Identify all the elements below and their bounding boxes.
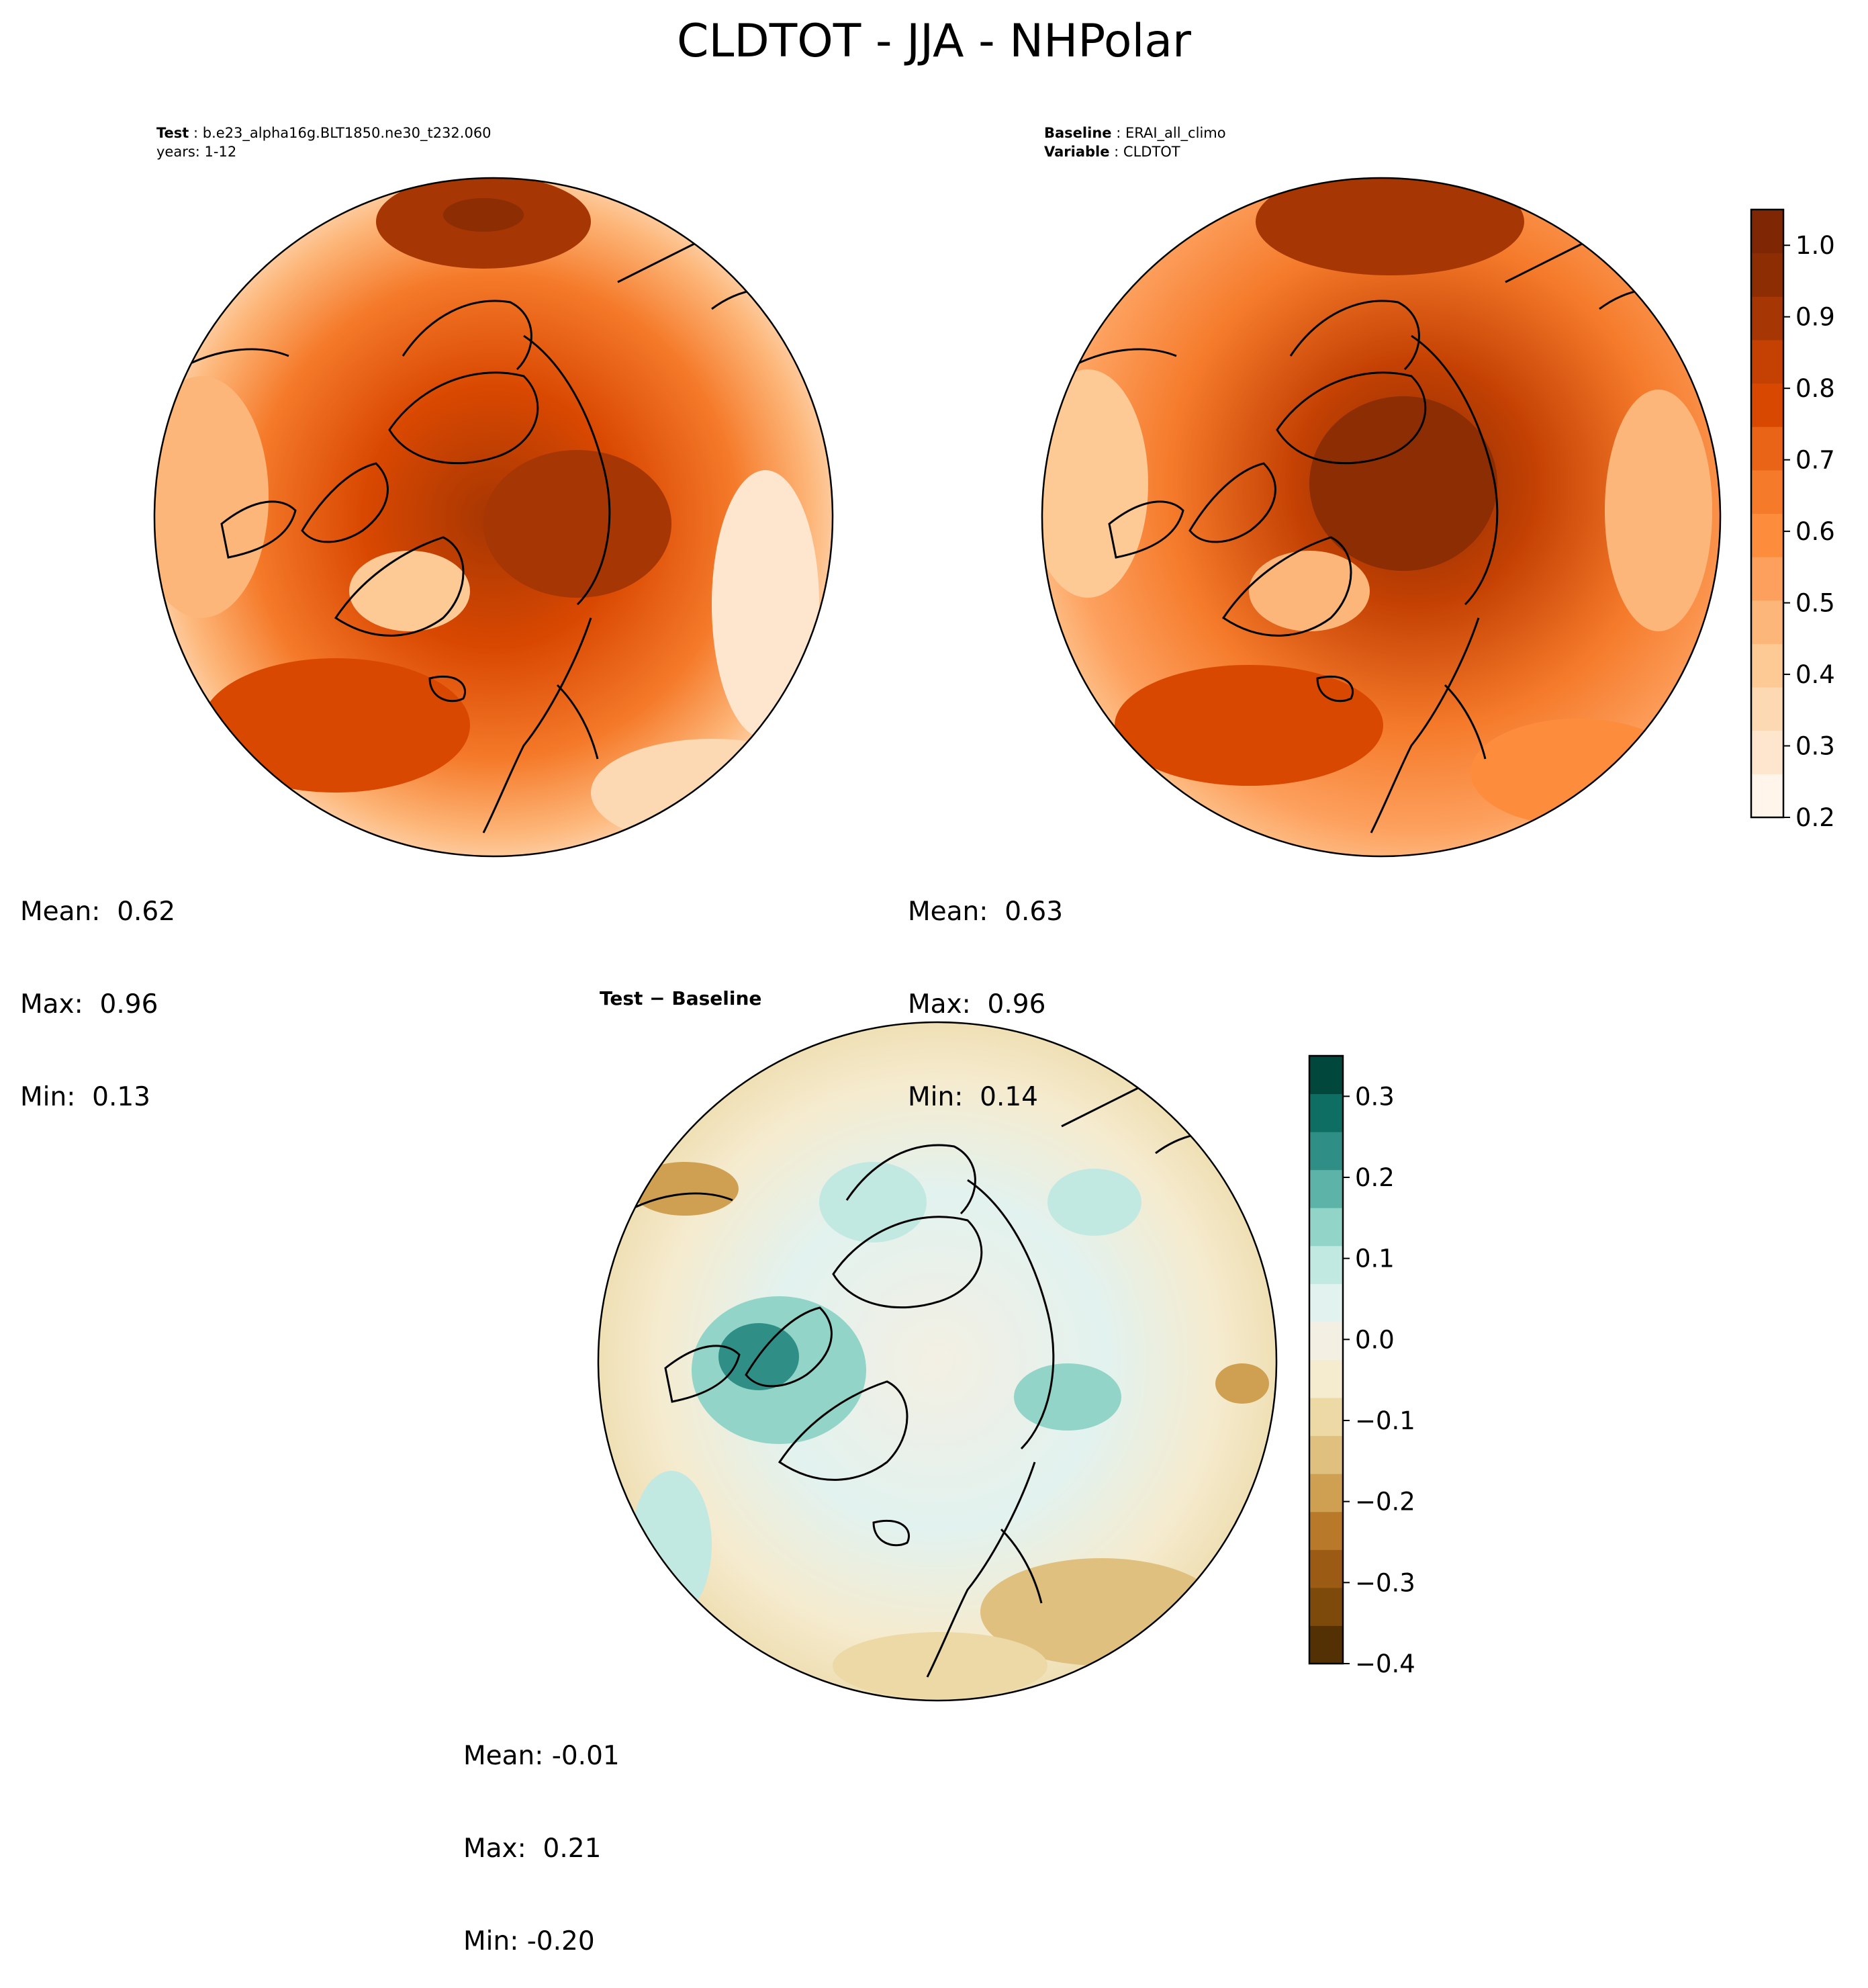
baseline-map-border [1041,177,1722,858]
diff-min: Min: -0.20 [463,1926,595,1956]
field-colorbar-segment [1751,426,1783,471]
diff-colorbar-segment [1309,1093,1343,1132]
diff-colorbar-segment [1309,1398,1343,1437]
field-colorbar-frame [1750,208,1785,819]
diff-colorbar-segment [1309,1321,1343,1360]
field-colorbar-tick-label: 0.7 [1795,446,1835,475]
diff-colorbar-segment [1309,1587,1343,1626]
diff-colorbar: −0.4 −0.3 −0.2 −0.1 0.0 0.1 0.2 0.3 [1308,1054,1415,1678]
diff-colorbar-tick-label: −0.3 [1355,1568,1415,1597]
baseline-label-key: Baseline [1044,125,1112,141]
test-case-name: b.e23_alpha16g.BLT1850.ne30_t232.060 [202,125,492,141]
baseline-mean: Mean: 0.63 [908,897,1064,927]
diff-colorbar-tick-label: 0.0 [1355,1325,1395,1354]
diff-colorbar-segment [1309,1208,1343,1247]
diff-colorbar-segment [1309,1549,1343,1588]
test-min: Min: 0.13 [20,1082,150,1112]
baseline-metadata: Baseline : ERAI_all_climo Variable : CLD… [1044,125,1226,160]
diff-colorbar-segment [1309,1435,1343,1474]
diff-colorbar-segment [1309,1511,1343,1550]
baseline-min: Min: 0.14 [908,1082,1038,1112]
variable-name: CLDTOT [1123,144,1180,160]
diff-colorbar-tick-label: −0.1 [1355,1406,1415,1435]
diff-colorbar-segment [1309,1625,1343,1664]
field-colorbar-segment [1751,600,1783,644]
diff-colorbar-tick-label: 0.2 [1355,1163,1395,1192]
field-colorbar-segment [1751,339,1783,384]
test-mean: Mean: 0.62 [20,897,176,927]
field-colorbar-segment [1751,730,1783,774]
test-map [153,177,834,858]
diff-colorbar-tick-label: −0.2 [1355,1488,1415,1517]
test-map-border [153,177,834,858]
field-colorbar-segment [1751,469,1783,514]
baseline-max: Max: 0.96 [908,989,1046,1020]
field-colorbar-tick-label: 0.2 [1795,803,1835,832]
field-colorbar-tick-label: 0.6 [1795,517,1835,546]
field-colorbar-tick-label: 1.0 [1795,231,1835,260]
test-years: years: 1-12 [156,144,237,160]
diff-mean: Mean: -0.01 [463,1741,620,1771]
diff-colorbar-frame [1308,1054,1344,1665]
variable-label-key: Variable [1044,144,1110,160]
diff-colorbar-segment [1309,1474,1343,1512]
diff-colorbar-tick-label: 0.1 [1355,1245,1395,1273]
field-colorbar-segment [1751,643,1783,688]
field-colorbar-tick-label: 0.5 [1795,589,1835,618]
test-max: Max: 0.96 [20,989,158,1020]
diff-colorbar-segment [1309,1359,1343,1398]
field-colorbar: 0.2 0.3 0.4 0.5 0.6 0.7 0.8 0.9 1.0 [1750,208,1835,832]
field-colorbar-tick-label: 0.3 [1795,732,1835,761]
diff-title: Test − Baseline [600,987,762,1009]
baseline-map [1041,177,1722,858]
baseline-stats: Mean: 0.63 Max: 0.96 Min: 0.14 [908,835,1063,1144]
field-colorbar-segment [1751,253,1783,297]
field-colorbar-tick-label: 0.4 [1795,660,1835,689]
diff-colorbar-segment [1309,1169,1343,1208]
figure-canvas: 0.2 0.3 0.4 0.5 0.6 0.7 0.8 0.9 1.0 −0.4 −0.3 −0.2… [153,177,1835,1702]
diff-stats: Mean: -0.01 Max: 0.21 Min: -0.20 [463,1679,620,1988]
field-colorbar-segment [1751,210,1783,254]
diff-colorbar-segment [1309,1245,1343,1284]
test-stats: Mean: 0.62 Max: 0.96 Min: 0.13 [20,835,175,1144]
field-colorbar-segment [1751,687,1783,731]
diff-map-border [597,1021,1278,1702]
field-colorbar-tick-label: 0.9 [1795,303,1835,332]
field-colorbar-tick-label: 0.8 [1795,374,1835,403]
diff-colorbar-tick-label: 0.3 [1355,1082,1395,1111]
field-colorbar-segment [1751,513,1783,557]
field-colorbar-segment [1751,774,1783,818]
baseline-case-name: ERAI_all_climo [1125,125,1226,141]
field-colorbar-segment [1751,383,1783,427]
field-colorbar-segment [1751,557,1783,601]
diff-colorbar-segment [1309,1056,1343,1095]
figure-title: CLDTOT - JJA - NHPolar [677,15,1191,68]
field-colorbar-segment [1751,296,1783,341]
diff-colorbar-segment [1309,1283,1343,1322]
diff-colorbar-segment [1309,1132,1343,1171]
diff-colorbar-tick-label: −0.4 [1355,1650,1415,1678]
test-metadata: Test : b.e23_alpha16g.BLT1850.ne30_t232.… [156,125,492,160]
test-label-key: Test [156,125,189,141]
diff-max: Max: 0.21 [463,1834,602,1864]
baseline-map-coastlines [1055,240,1694,833]
